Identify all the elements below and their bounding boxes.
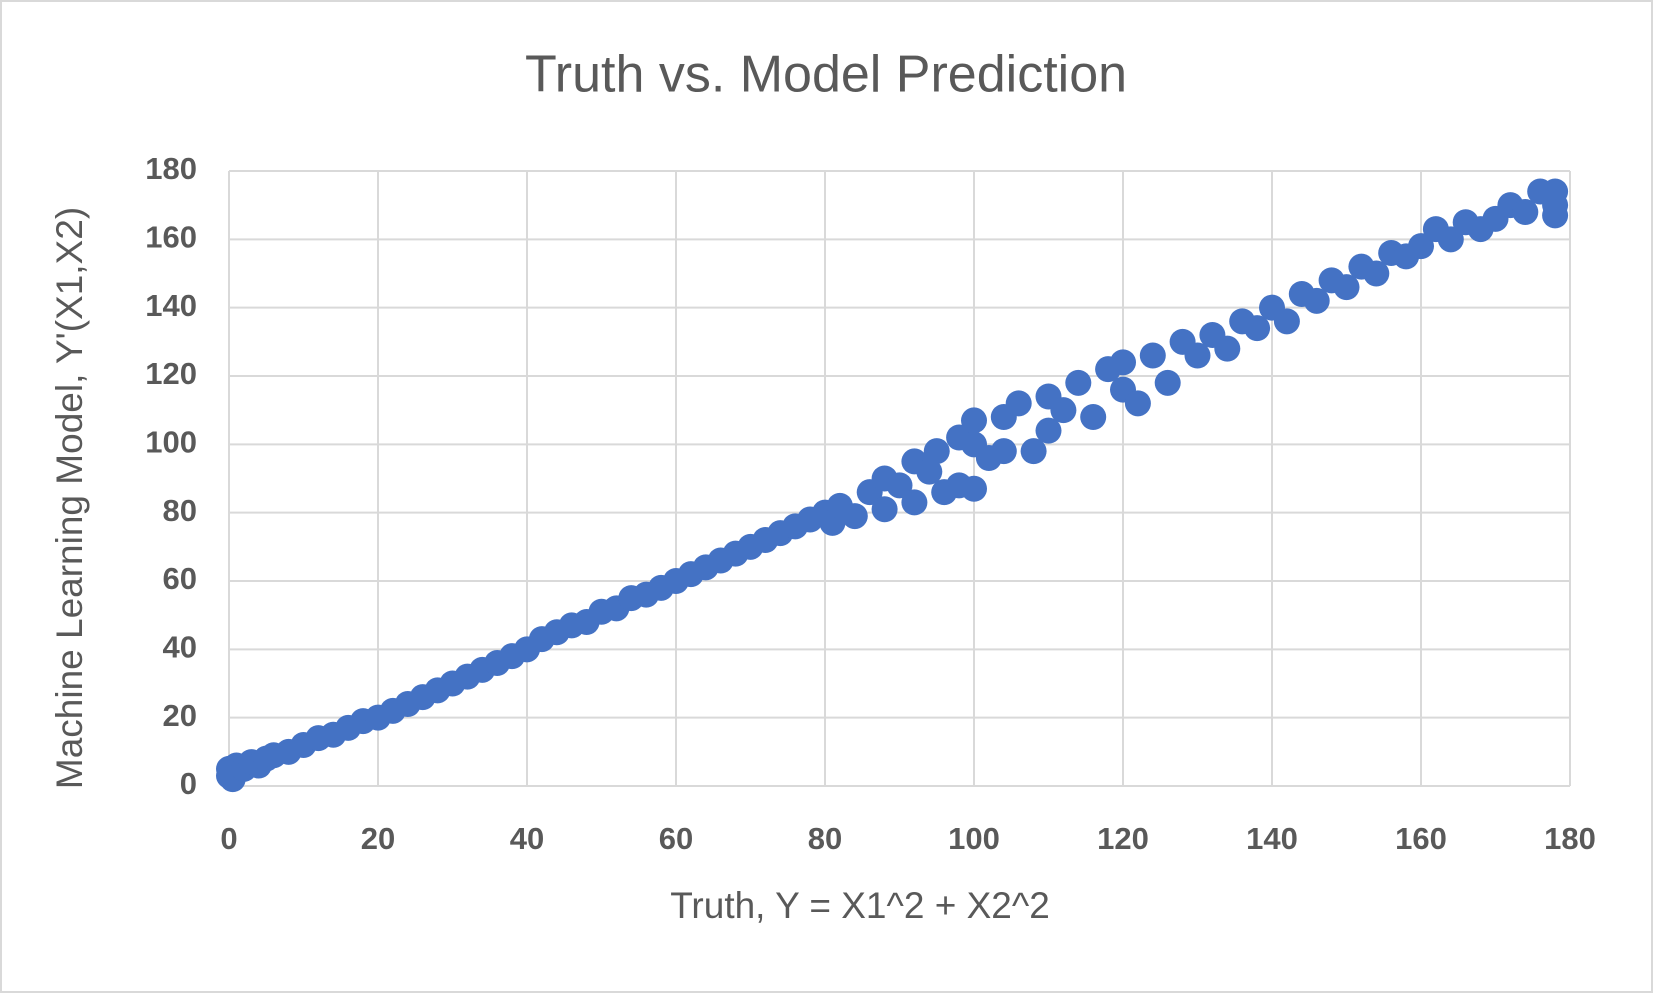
- y-tick-label: 40: [163, 630, 197, 665]
- point: [1139, 342, 1166, 369]
- point: [1020, 438, 1047, 465]
- point: [1512, 199, 1539, 225]
- y-tick-label: 100: [145, 425, 197, 460]
- x-tick-label: 140: [1246, 821, 1298, 856]
- point: [1154, 369, 1181, 396]
- point: [1363, 260, 1390, 287]
- point: [1303, 287, 1330, 314]
- x-tick-label: 100: [948, 821, 1000, 856]
- x-tick-label: 120: [1097, 821, 1149, 856]
- x-tick-label: 20: [361, 821, 395, 856]
- point: [1110, 349, 1136, 376]
- point: [1273, 308, 1300, 335]
- x-tick-label: 60: [659, 821, 693, 856]
- x-axis-title: Truth, Y = X1^2 + X2^2: [670, 885, 1050, 926]
- y-tick-label: 140: [145, 288, 197, 323]
- point: [990, 438, 1017, 465]
- y-tick-label: 0: [180, 766, 197, 801]
- point: [1542, 178, 1569, 205]
- point: [1050, 397, 1077, 424]
- point: [1080, 404, 1107, 430]
- point: [923, 438, 950, 465]
- point: [1124, 390, 1151, 417]
- x-tick-label: 180: [1544, 821, 1596, 856]
- point: [1408, 233, 1434, 260]
- x-tick-label: 40: [510, 821, 544, 856]
- point: [1333, 274, 1360, 301]
- point: [916, 458, 943, 485]
- x-tick-label: 0: [220, 821, 237, 856]
- chart-title: Truth vs. Model Prediction: [525, 46, 1127, 104]
- point: [886, 472, 913, 499]
- y-tick-label: 160: [145, 220, 197, 255]
- point: [1065, 369, 1092, 396]
- y-tick-label: 80: [163, 493, 197, 528]
- point: [1542, 202, 1569, 229]
- y-tick-label: 20: [163, 698, 197, 733]
- point: [1184, 342, 1211, 369]
- x-tick-label: 80: [808, 821, 842, 856]
- x-tick-label: 160: [1395, 821, 1447, 856]
- point: [1244, 315, 1271, 342]
- point: [961, 475, 987, 502]
- y-tick-label: 180: [145, 151, 197, 186]
- y-tick-label: 120: [145, 356, 197, 391]
- point: [871, 496, 898, 523]
- point: [1214, 335, 1241, 362]
- point: [961, 407, 987, 434]
- point: [901, 489, 928, 516]
- point: [1005, 390, 1032, 417]
- y-tick-label: 60: [163, 561, 197, 596]
- y-axis-title: Machine Learning Model, Y'(X1,X2): [49, 207, 90, 789]
- point: [1035, 417, 1062, 444]
- point: [841, 503, 868, 530]
- point: [1437, 226, 1464, 253]
